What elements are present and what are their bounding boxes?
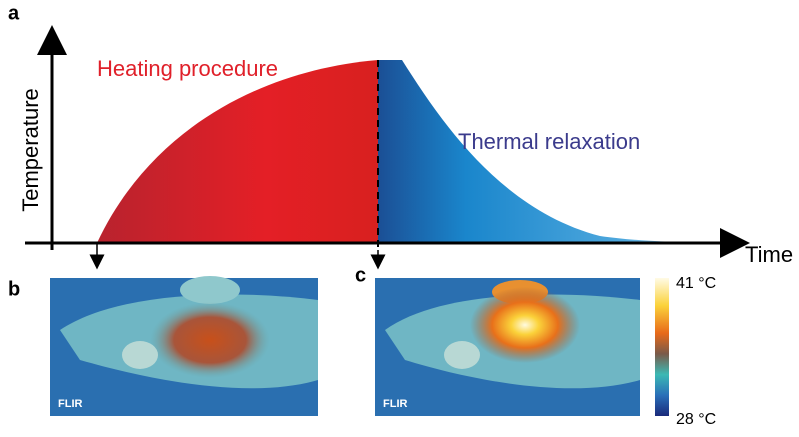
colorbar-min: 28 °C (676, 411, 716, 428)
annotation: Thermal relaxation (458, 129, 640, 154)
y-axis-label: Temperature (18, 88, 43, 212)
heating-area (97, 60, 378, 243)
panel-label: c (355, 264, 366, 286)
panel-label: a (8, 2, 20, 24)
x-axis-label: Time (745, 242, 793, 267)
colorbar-max: 41 °C (676, 275, 716, 292)
thermal-image-b: FLIR (50, 276, 318, 416)
relaxation-area (378, 60, 730, 243)
colorbar (655, 278, 669, 416)
panel-label: b (8, 278, 20, 300)
thermal-image-c: FLIR (375, 278, 640, 416)
logo: FLIR (383, 398, 407, 410)
annotation: Heating procedure (97, 56, 278, 81)
logo: FLIR (58, 398, 82, 410)
